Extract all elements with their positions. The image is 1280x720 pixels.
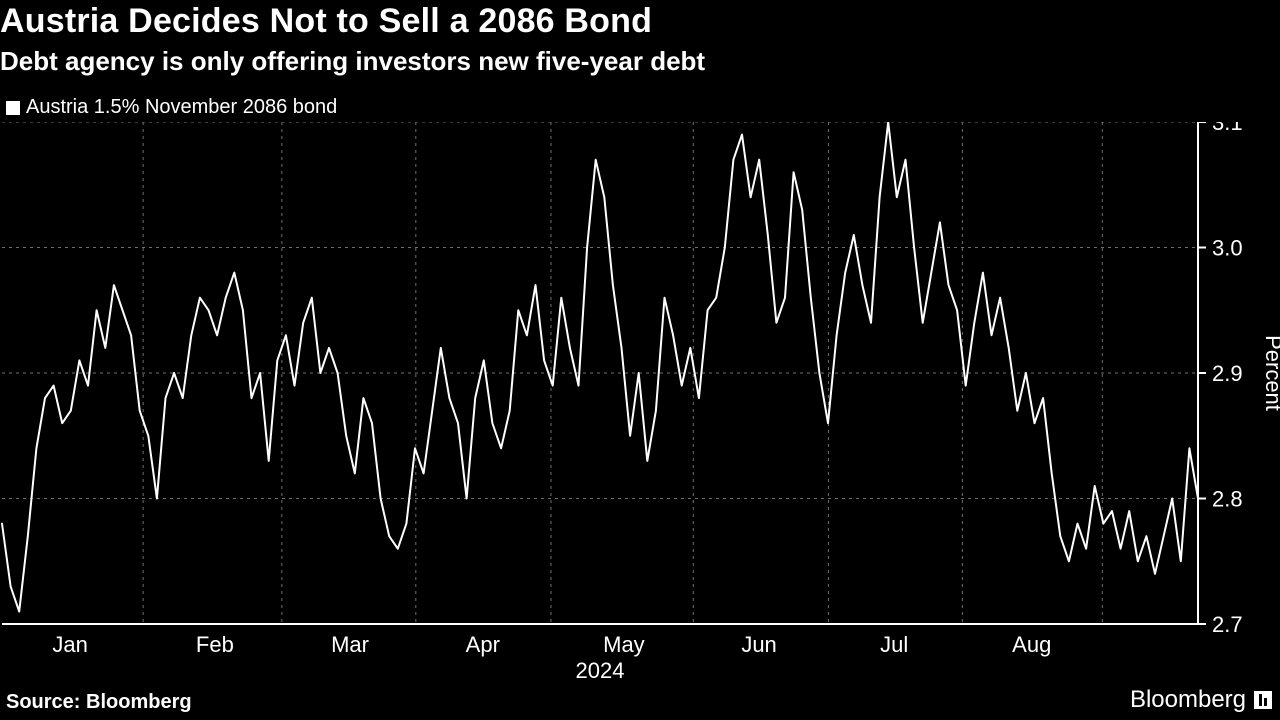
svg-text:Aug: Aug <box>1012 632 1051 657</box>
svg-text:Jan: Jan <box>52 632 87 657</box>
chart-container: Austria Decides Not to Sell a 2086 Bond … <box>0 0 1280 720</box>
brand-label: Bloomberg <box>1130 686 1272 714</box>
chart-svg: 2.7 2.8 2.9 3.0 3.1 Percent Jan Feb Mar Apr May Jun… <box>0 122 1280 682</box>
svg-text:Apr: Apr <box>466 632 500 657</box>
legend-label: Austria 1.5% November 2086 bond <box>26 96 337 119</box>
svg-text:2.8: 2.8 <box>1212 487 1243 512</box>
svg-text:Jun: Jun <box>741 632 776 657</box>
svg-text:2.7: 2.7 <box>1212 612 1243 637</box>
chart-plot: 2.7 2.8 2.9 3.0 3.1 Percent Jan Feb Mar Apr May Jun… <box>0 122 1280 682</box>
svg-text:2.9: 2.9 <box>1212 361 1243 386</box>
brand-text: Bloomberg <box>1130 686 1246 714</box>
svg-text:3.0: 3.0 <box>1212 236 1243 261</box>
svg-text:Percent: Percent <box>1261 335 1280 411</box>
chart-legend: Austria 1.5% November 2086 bond <box>6 96 337 119</box>
chart-source: Source: Bloomberg <box>6 691 192 714</box>
svg-text:Jul: Jul <box>880 632 908 657</box>
svg-text:May: May <box>603 632 645 657</box>
chart-subtitle: Debt agency is only offering investors n… <box>0 46 705 77</box>
svg-text:3.1: 3.1 <box>1212 122 1243 135</box>
svg-text:2024: 2024 <box>576 658 625 682</box>
svg-text:Mar: Mar <box>331 632 369 657</box>
brand-logo-icon <box>1254 691 1272 709</box>
chart-title: Austria Decides Not to Sell a 2086 Bond <box>0 2 652 41</box>
legend-swatch-icon <box>6 101 20 115</box>
svg-text:Feb: Feb <box>196 632 234 657</box>
